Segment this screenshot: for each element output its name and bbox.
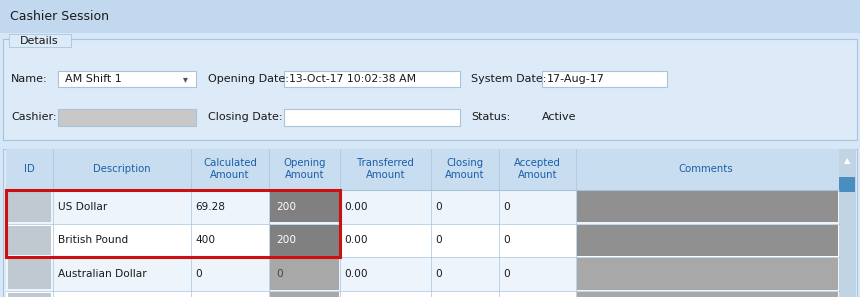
Text: 0: 0 [435,236,442,245]
FancyBboxPatch shape [6,148,838,190]
Text: 0: 0 [435,202,442,212]
FancyBboxPatch shape [577,292,838,297]
FancyBboxPatch shape [6,257,838,291]
Text: 0: 0 [276,269,283,279]
Text: British Pound: British Pound [58,236,128,245]
Text: Calculated
Amount: Calculated Amount [203,159,257,180]
FancyBboxPatch shape [3,148,857,297]
Text: 0: 0 [435,269,442,279]
FancyBboxPatch shape [8,226,51,255]
Text: 17-Aug-17: 17-Aug-17 [547,74,605,84]
FancyBboxPatch shape [270,191,339,222]
Text: Description: Description [93,164,151,174]
Text: 69.28: 69.28 [195,202,225,212]
FancyBboxPatch shape [284,71,460,87]
Text: 0: 0 [503,236,510,245]
Text: 200: 200 [276,236,296,245]
FancyBboxPatch shape [58,109,196,126]
Text: Opening
Amount: Opening Amount [283,159,326,180]
Text: Cashier:: Cashier: [11,112,57,122]
Text: 0: 0 [195,269,202,279]
FancyBboxPatch shape [577,225,838,256]
Text: 0.00: 0.00 [344,269,367,279]
Text: ▾: ▾ [183,74,188,84]
Text: 400: 400 [195,236,215,245]
FancyBboxPatch shape [577,191,838,222]
Text: 0: 0 [503,202,510,212]
FancyBboxPatch shape [270,292,339,297]
Text: System Date:: System Date: [471,74,547,84]
Text: 200: 200 [276,202,296,212]
Text: 0: 0 [503,269,510,279]
Text: Comments: Comments [679,164,734,174]
Text: Closing
Amount: Closing Amount [445,159,485,180]
Text: ▲: ▲ [844,157,851,165]
Text: Name:: Name: [11,74,48,84]
Text: Australian Dollar: Australian Dollar [58,269,146,279]
FancyBboxPatch shape [8,293,51,297]
Text: 0.00: 0.00 [344,236,367,245]
FancyBboxPatch shape [6,291,838,297]
FancyBboxPatch shape [58,71,196,87]
Text: 0.00: 0.00 [344,202,367,212]
Text: 13-Oct-17 10:02:38 AM: 13-Oct-17 10:02:38 AM [289,74,416,84]
Text: US Dollar: US Dollar [58,202,107,212]
FancyBboxPatch shape [9,34,71,47]
FancyBboxPatch shape [542,71,666,87]
Text: Closing Date:: Closing Date: [208,112,283,122]
FancyBboxPatch shape [284,109,460,126]
FancyBboxPatch shape [8,192,51,222]
FancyBboxPatch shape [838,148,856,297]
Text: Accepted
Amount: Accepted Amount [514,159,561,180]
Text: AM Shift 1: AM Shift 1 [65,74,122,84]
FancyBboxPatch shape [3,39,857,140]
FancyBboxPatch shape [6,190,838,224]
Text: Details: Details [21,36,58,46]
FancyBboxPatch shape [839,177,855,192]
FancyBboxPatch shape [577,258,838,290]
FancyBboxPatch shape [270,258,339,290]
FancyBboxPatch shape [8,259,51,289]
FancyBboxPatch shape [6,224,838,257]
FancyBboxPatch shape [0,0,860,33]
FancyBboxPatch shape [270,225,339,256]
Text: Cashier Session: Cashier Session [10,10,109,23]
Text: Opening Date:: Opening Date: [208,74,289,84]
Text: Active: Active [542,112,576,122]
Text: ID: ID [24,164,35,174]
Text: Status:: Status: [471,112,511,122]
Text: Transferred
Amount: Transferred Amount [357,159,414,180]
